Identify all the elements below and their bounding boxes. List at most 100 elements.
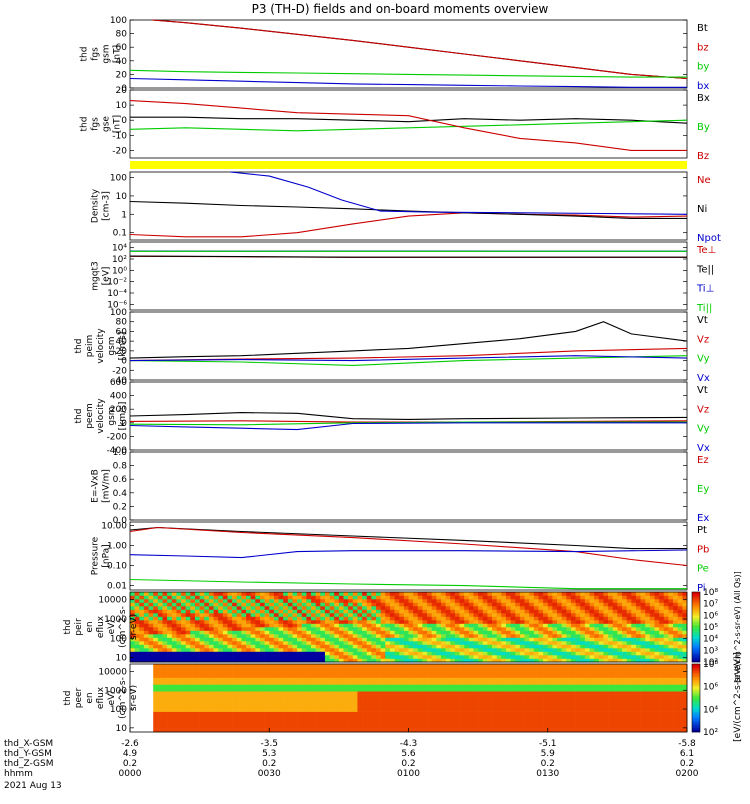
heatmap-cell xyxy=(436,620,441,624)
heatmap-cell xyxy=(172,634,177,638)
heatmap-cell xyxy=(158,634,163,638)
heatmap-cell xyxy=(617,624,622,628)
heatmap-cell xyxy=(209,655,214,659)
heatmap-cell xyxy=(460,592,465,596)
heatmap-cell xyxy=(371,638,376,642)
heatmap-cell xyxy=(223,725,228,729)
heatmap-cell xyxy=(232,652,237,656)
heatmap-cell xyxy=(237,725,242,729)
heatmap-cell xyxy=(548,592,553,596)
heatmap-cell xyxy=(385,655,390,659)
heatmap-cell xyxy=(409,725,414,729)
heatmap-cell xyxy=(399,655,404,659)
heatmap-cell xyxy=(446,613,451,617)
heatmap-cell xyxy=(241,725,246,729)
heatmap-cell xyxy=(227,678,232,682)
heatmap-cell xyxy=(422,708,427,712)
heatmap-cell xyxy=(209,599,214,603)
heatmap-cell xyxy=(311,624,316,628)
heatmap-cell xyxy=(158,624,163,628)
heatmap-cell xyxy=(469,596,474,600)
heatmap-cell xyxy=(501,678,506,682)
heatmap-cell xyxy=(404,671,409,675)
heatmap-cell xyxy=(404,648,409,652)
heatmap-cell xyxy=(130,610,135,614)
heatmap-cell xyxy=(158,712,163,716)
heatmap-cell xyxy=(292,624,297,628)
heatmap-cell xyxy=(483,674,488,678)
heatmap-cell xyxy=(167,610,172,614)
heatmap-cell xyxy=(492,655,497,659)
heatmap-cell xyxy=(673,655,678,659)
heatmap-cell xyxy=(576,613,581,617)
heatmap-cell xyxy=(381,617,386,621)
heatmap-cell xyxy=(195,674,200,678)
heatmap-cell xyxy=(209,674,214,678)
heatmap-cell xyxy=(538,712,543,716)
heatmap-cell xyxy=(418,655,423,659)
heatmap-cell xyxy=(460,648,465,652)
heatmap-cell xyxy=(344,617,349,621)
heatmap-cell xyxy=(413,684,418,688)
heatmap-cell xyxy=(325,652,330,656)
heatmap-cell xyxy=(274,627,279,631)
heatmap-cell xyxy=(330,592,335,596)
heatmap-cell xyxy=(497,638,502,642)
heatmap-cell xyxy=(246,620,251,624)
heatmap-cell xyxy=(297,671,302,675)
heatmap-cell xyxy=(158,671,163,675)
heatmap-cell xyxy=(139,648,144,652)
heatmap-cell xyxy=(200,681,205,685)
heatmap-cell xyxy=(473,610,478,614)
heatmap-cell xyxy=(455,712,460,716)
heatmap-cell xyxy=(265,678,270,682)
heatmap-cell xyxy=(436,624,441,628)
heatmap-cell xyxy=(422,684,427,688)
heatmap-cell xyxy=(409,617,414,621)
heatmap-cell xyxy=(246,592,251,596)
heatmap-cell xyxy=(636,599,641,603)
heatmap-cell xyxy=(227,715,232,719)
heatmap-cell xyxy=(636,691,641,695)
heatmap-cell xyxy=(427,671,432,675)
heatmap-cell xyxy=(223,667,228,671)
heatmap-cell xyxy=(325,718,330,722)
heatmap-cell xyxy=(566,667,571,671)
heatmap-cell xyxy=(580,695,585,699)
heatmap-cell xyxy=(520,664,525,668)
heatmap-cell xyxy=(571,691,576,695)
heatmap-cell xyxy=(181,592,186,596)
heatmap-cell xyxy=(585,638,590,642)
heatmap-cell xyxy=(204,681,209,685)
heatmap-cell xyxy=(538,695,543,699)
heatmap-cell xyxy=(357,705,362,709)
heatmap-cell xyxy=(464,641,469,645)
heatmap-cell xyxy=(279,681,284,685)
heatmap-cell xyxy=(353,634,358,638)
heatmap-cell xyxy=(149,695,154,699)
heatmap-cell xyxy=(641,652,646,656)
heatmap-cell xyxy=(395,715,400,719)
heatmap-cell xyxy=(529,592,534,596)
heatmap-cell xyxy=(613,652,618,656)
heatmap-cell xyxy=(297,698,302,702)
heatmap-cell xyxy=(548,645,553,649)
heatmap-cell xyxy=(622,610,627,614)
colorbar-segment xyxy=(692,648,700,651)
heatmap-cell xyxy=(497,678,502,682)
heatmap-cell xyxy=(223,620,228,624)
legend-entry: Vz xyxy=(697,334,709,345)
heatmap-cell xyxy=(190,634,195,638)
heatmap-cell xyxy=(297,681,302,685)
heatmap-cell xyxy=(525,617,530,621)
heatmap-cell xyxy=(650,603,655,607)
heatmap-cell xyxy=(269,681,274,685)
heatmap-cell xyxy=(283,617,288,621)
heatmap-cell xyxy=(576,631,581,635)
heatmap-cell xyxy=(622,691,627,695)
heatmap-cell xyxy=(436,695,441,699)
heatmap-cell xyxy=(149,725,154,729)
heatmap-cell xyxy=(395,627,400,631)
heatmap-cell xyxy=(334,712,339,716)
